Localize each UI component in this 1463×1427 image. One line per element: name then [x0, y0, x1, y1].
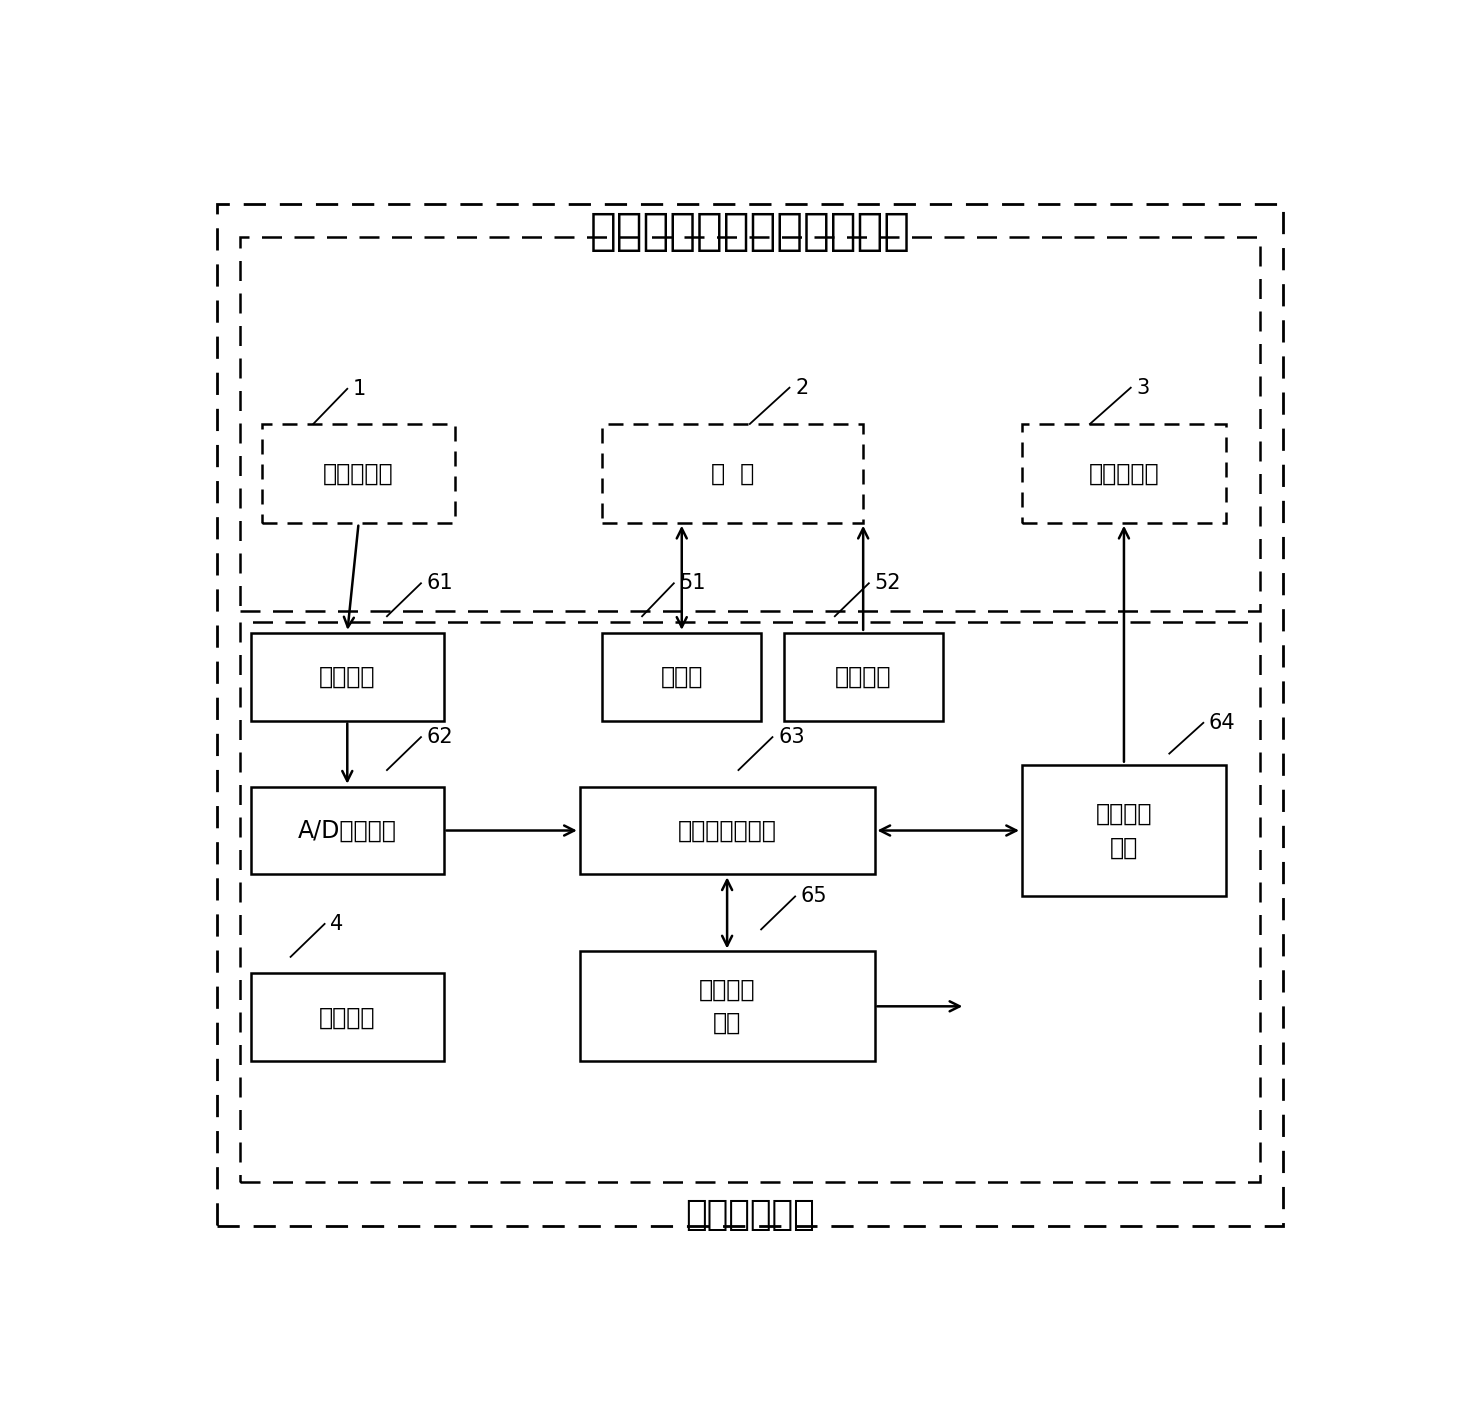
Text: 温控电路: 温控电路 — [835, 665, 891, 689]
Text: 模拟输出
单元: 模拟输出 单元 — [699, 977, 755, 1035]
Bar — [262, 424, 455, 522]
Text: 4: 4 — [331, 913, 344, 933]
Text: ＦＰＧＡ处理器: ＦＰＧＡ处理器 — [677, 819, 777, 842]
Text: 3: 3 — [1137, 378, 1150, 398]
Text: 51: 51 — [679, 574, 707, 594]
Text: 1: 1 — [353, 378, 366, 398]
Bar — [579, 952, 875, 1062]
Bar — [579, 786, 875, 875]
Bar — [252, 786, 443, 875]
Text: 光  源: 光 源 — [711, 461, 755, 485]
Bar — [240, 237, 1260, 611]
Bar — [1023, 765, 1226, 896]
Text: 相位调制器: 相位调制器 — [1088, 461, 1159, 485]
Bar — [603, 632, 761, 721]
Text: 恒流源: 恒流源 — [661, 665, 702, 689]
Bar — [252, 973, 443, 1062]
Text: 反馈控制
单元: 反馈控制 单元 — [1096, 802, 1153, 859]
Bar — [603, 424, 863, 522]
Bar — [252, 632, 443, 721]
Text: 干涉式光纤电流互感器光路: 干涉式光纤电流互感器光路 — [590, 210, 910, 253]
Text: 2: 2 — [796, 378, 809, 398]
Text: 闭环检测电路: 闭环检测电路 — [685, 1199, 815, 1232]
Text: 52: 52 — [875, 574, 901, 594]
Bar — [240, 622, 1260, 1182]
Text: 63: 63 — [778, 728, 805, 748]
Text: 64: 64 — [1208, 714, 1236, 733]
Text: 电源电路: 电源电路 — [319, 1005, 376, 1029]
Text: 65: 65 — [800, 886, 828, 906]
Text: A/D转换单元: A/D转换单元 — [298, 819, 396, 842]
Text: 62: 62 — [427, 728, 454, 748]
Text: 光电探测器: 光电探测器 — [323, 461, 394, 485]
Text: 61: 61 — [427, 574, 454, 594]
Bar — [1023, 424, 1226, 522]
Bar — [784, 632, 942, 721]
Text: 前放单元: 前放单元 — [319, 665, 376, 689]
